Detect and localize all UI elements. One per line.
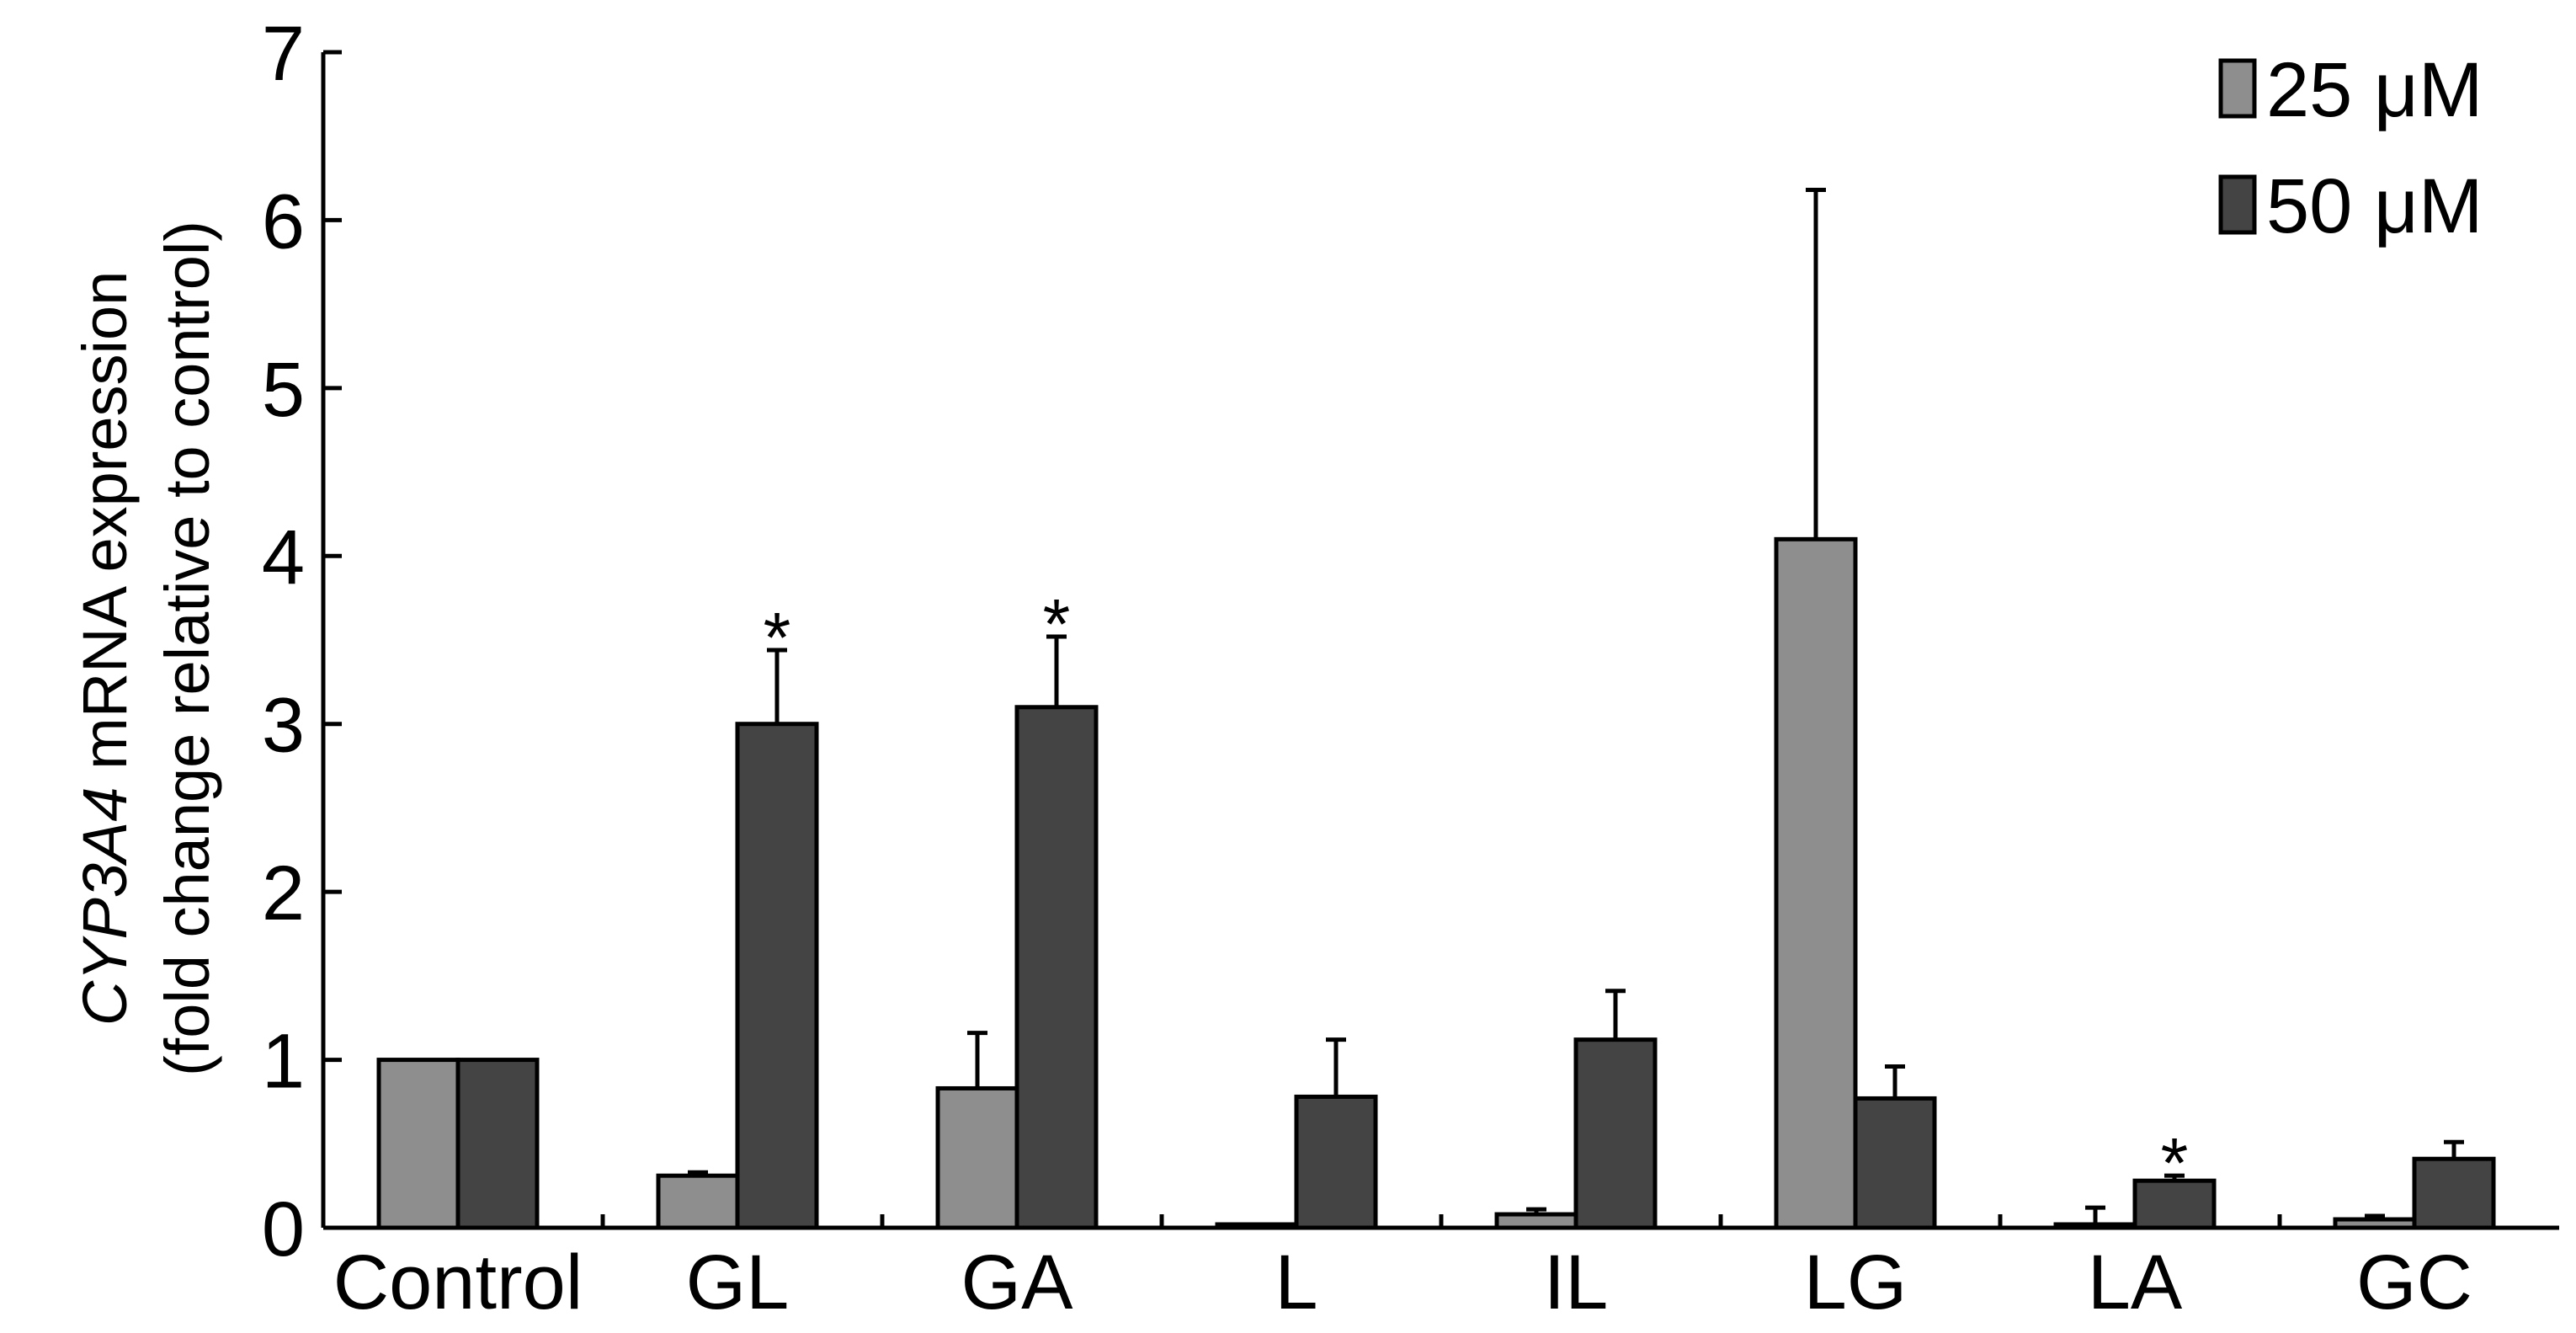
y-tick-label: 3 <box>262 683 305 769</box>
legend-swatch-1 <box>2218 58 2257 119</box>
bar-il-series-2 <box>1573 1037 1658 1230</box>
x-tick-label-il: IL <box>1544 1240 1609 1325</box>
bar-ga-series-2 <box>1014 705 1099 1230</box>
y-axis-title: CYP3A4 mRNA expression <box>70 271 140 1026</box>
significance-star-ga: * <box>1043 584 1071 664</box>
y-tick-label: 5 <box>262 347 305 433</box>
y-tick-label: 0 <box>262 1186 305 1272</box>
x-tick-label-l: L <box>1275 1240 1317 1325</box>
y-tick-label: 6 <box>262 179 305 264</box>
x-tick-label-ga: GA <box>961 1240 1074 1325</box>
bar-il-series-1 <box>1494 1212 1578 1230</box>
y-axis-title-line2: (fold change relative to control) <box>152 221 222 1076</box>
legend-label-2: 50 μM <box>2266 163 2483 249</box>
legend-label-1: 25 μM <box>2266 47 2483 133</box>
bar-control-series-2 <box>455 1058 540 1230</box>
x-tick-label-gl: GL <box>686 1240 790 1325</box>
bar-gl-series-1 <box>656 1173 740 1230</box>
bar-ga-series-1 <box>935 1085 1019 1230</box>
bar-l-series-1 <box>1215 1222 1299 1230</box>
bar-gl-series-2 <box>735 722 819 1230</box>
significance-star-la: * <box>2161 1123 2189 1202</box>
legend: 25 μM 50 μM <box>2218 47 2483 249</box>
bar-lg-series-1 <box>1774 536 1858 1230</box>
y-tick-label: 4 <box>262 515 305 600</box>
bar-gc-series-2 <box>2412 1156 2496 1230</box>
y-axis-title-rest: mRNA expression <box>70 271 140 787</box>
y-tick-label: 7 <box>262 11 305 97</box>
legend-swatch-2 <box>2218 174 2257 235</box>
x-tick-label-gc: GC <box>2356 1240 2472 1325</box>
labels: 0 1 2 3 4 5 6 7 Control GL * GA * L IL LG LA * GC <box>262 11 2472 1325</box>
x-tick-label-control: Control <box>333 1240 583 1325</box>
y-tick-label: 2 <box>262 850 305 936</box>
bar-control-series-1 <box>376 1058 460 1230</box>
bars <box>376 188 2496 1230</box>
y-axis-title-italic: CYP3A4 <box>70 786 140 1026</box>
bar-la-series-1 <box>2053 1222 2137 1230</box>
bar-gc-series-1 <box>2333 1217 2417 1230</box>
bar-l-series-2 <box>1294 1094 1378 1230</box>
significance-star-gl: * <box>764 598 791 677</box>
x-tick-label-la: LA <box>2088 1240 2183 1325</box>
bar-lg-series-2 <box>1853 1096 1937 1230</box>
y-tick-label: 1 <box>262 1019 305 1105</box>
x-tick-label-lg: LG <box>1804 1240 1908 1325</box>
